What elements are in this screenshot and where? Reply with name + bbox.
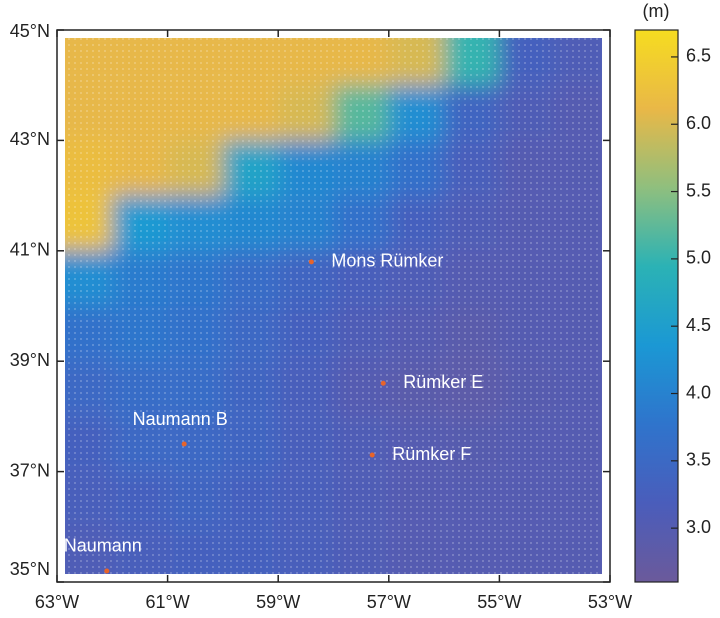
site-marker — [181, 441, 187, 447]
site-label: Naumann — [64, 536, 142, 556]
site-label: Naumann B — [133, 409, 228, 429]
y-tick-label: 41°N — [10, 240, 50, 260]
colorbar-tick-label: 5.0 — [686, 248, 711, 268]
colorbar-tick-label: 4.5 — [686, 315, 711, 335]
grid-dots — [65, 38, 602, 574]
colorbar-tick-label: 4.0 — [686, 382, 711, 402]
y-tick-label: 45°N — [10, 21, 50, 41]
colorbar-tick-label: 6.0 — [686, 113, 711, 133]
site-marker — [369, 452, 375, 458]
field-area — [65, 38, 602, 574]
y-tick-label: 39°N — [10, 350, 50, 370]
colorbar — [634, 29, 679, 583]
sites: Mons Rümker Rümker E Rümker F Naumann B Naum… — [64, 251, 483, 574]
x-tick-label: 53°W — [588, 592, 632, 612]
site-marker — [308, 259, 314, 265]
y-tick-label: 43°N — [10, 129, 50, 149]
site-marker — [104, 568, 110, 574]
x-tick-label: 57°W — [367, 592, 411, 612]
y-tick-label: 35°N — [10, 559, 50, 579]
colorbar-tick-label: 6.5 — [686, 46, 711, 66]
plot-frame — [56, 29, 611, 583]
colorbar-label: (m) — [643, 1, 670, 21]
site-label: Rümker E — [403, 372, 483, 392]
site-label: Rümker F — [392, 444, 471, 464]
colorbar-tick-label: 5.5 — [686, 180, 711, 200]
colorbar-tick-label: 3.0 — [686, 517, 711, 537]
site-label: Mons Rümker — [331, 251, 443, 271]
x-tick-label: 59°W — [256, 592, 300, 612]
x-tick-label: 61°W — [145, 592, 189, 612]
site-marker — [380, 380, 386, 386]
x-tick-label: 55°W — [477, 592, 521, 612]
y-tick-label: 37°N — [10, 460, 50, 480]
axes: 63°W 61°W 59°W 57°W 55°W 53°W 35°N 37°N 39°N 41°N… — [10, 21, 632, 612]
colorbar-tick-label: 3.5 — [686, 450, 711, 470]
colorbar-ticks: 3.0 3.5 4.0 4.5 5.0 5.5 6.0 6.5 — [671, 46, 711, 537]
x-tick-label: 63°W — [35, 592, 79, 612]
